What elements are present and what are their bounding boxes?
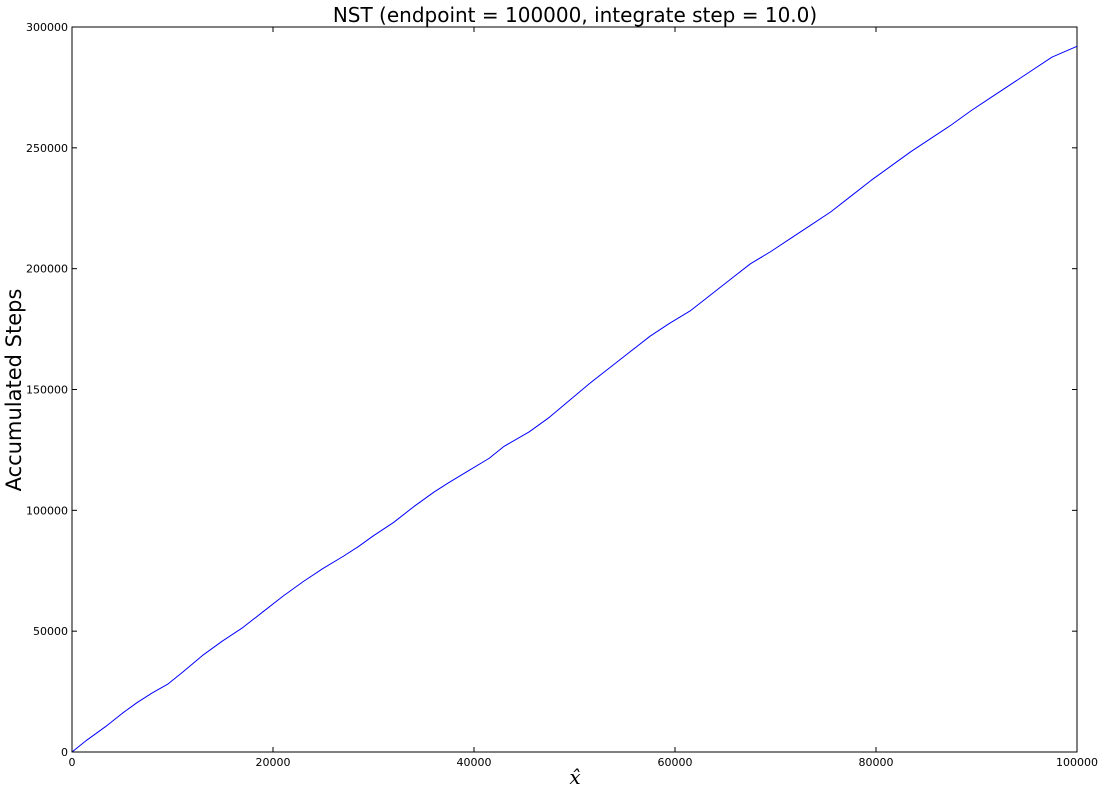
series-line-0 — [71, 45, 1078, 753]
x-tick-label: 40000 — [457, 756, 492, 769]
y-tick-label: 50000 — [33, 625, 68, 638]
chart-title: NST (endpoint = 100000, integrate step =… — [333, 3, 817, 27]
x-axis-label: x̂ — [569, 765, 580, 789]
y-axis-label: Accumulated Steps — [2, 289, 26, 492]
x-tick-label: 20000 — [256, 756, 291, 769]
y-tick-label: 100000 — [26, 504, 68, 517]
x-tick-label: 60000 — [658, 756, 693, 769]
x-tick-label: 100000 — [1056, 756, 1098, 769]
y-tick-label: 300000 — [26, 21, 68, 34]
plot-frame — [71, 26, 1078, 753]
y-tick-label: 200000 — [26, 263, 68, 276]
x-tick-label: 0 — [69, 756, 76, 769]
y-tick-label: 250000 — [26, 142, 68, 155]
y-tick-label: 0 — [61, 746, 68, 759]
y-tick-label: 150000 — [26, 384, 68, 397]
x-tick-label: 80000 — [859, 756, 894, 769]
